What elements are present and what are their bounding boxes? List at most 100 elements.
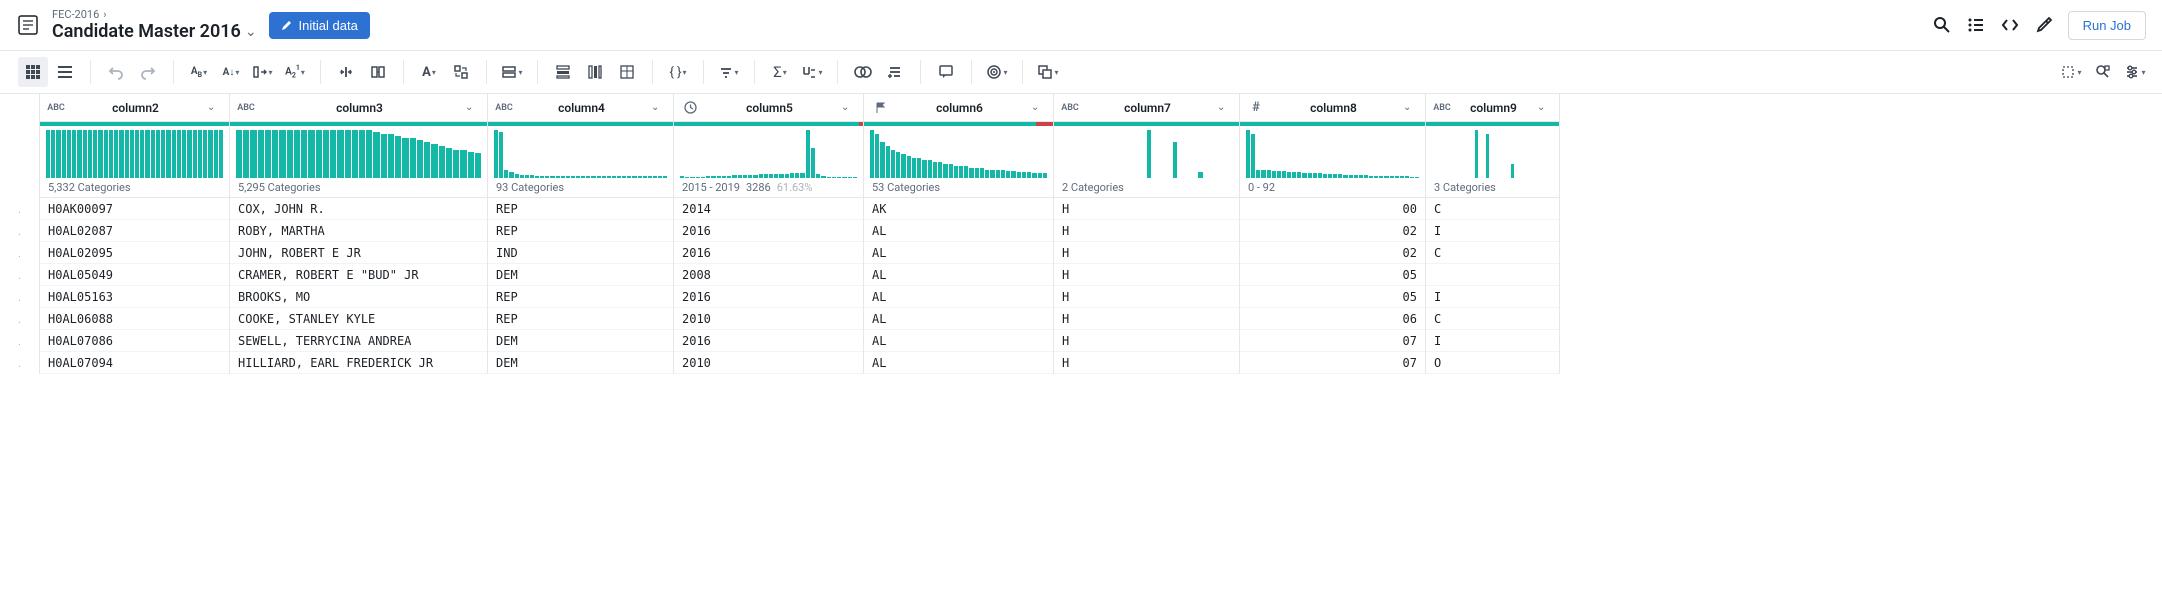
data-cell[interactable]: COOKE, STANLEY KYLE (230, 308, 487, 330)
histogram[interactable] (230, 126, 487, 178)
merge-column-button[interactable] (363, 57, 393, 87)
data-cell[interactable]: DEM (488, 264, 673, 286)
data-cell[interactable]: H0AL05049 (40, 264, 229, 286)
list-view-button[interactable] (50, 57, 80, 87)
delete-button[interactable] (612, 57, 642, 87)
row-marker[interactable]: . (0, 286, 39, 308)
column-header[interactable]: #column8⌄ (1240, 94, 1425, 122)
data-cell[interactable]: DEM (488, 352, 673, 374)
zoom-fit-button[interactable] (2088, 57, 2118, 87)
data-cell[interactable]: H0AL07086 (40, 330, 229, 352)
move-column-button[interactable]: ▾ (248, 57, 278, 87)
eyedropper-icon[interactable] (2034, 15, 2054, 35)
undo-button[interactable] (101, 57, 131, 87)
data-cell[interactable]: C (1426, 308, 1559, 330)
sigma-button[interactable]: Σ▾ (765, 57, 795, 87)
data-cell[interactable]: H (1054, 352, 1239, 374)
data-cell[interactable]: BROOKS, MO (230, 286, 487, 308)
histogram[interactable] (1240, 126, 1425, 178)
insert-row-button[interactable] (548, 57, 578, 87)
braces-button[interactable]: { }▾ (663, 57, 693, 87)
chevron-down-icon[interactable]: ⌄ (1031, 102, 1045, 113)
chevron-down-icon[interactable]: ⌄ (207, 102, 221, 113)
data-cell[interactable]: AL (864, 242, 1053, 264)
chevron-down-icon[interactable]: ⌄ (841, 102, 855, 113)
chevron-down-icon[interactable]: ⌄ (1403, 102, 1417, 113)
data-cell[interactable]: 05 (1240, 286, 1425, 308)
data-cell[interactable]: 02 (1240, 242, 1425, 264)
data-cell[interactable] (1426, 264, 1559, 286)
histogram[interactable] (488, 126, 673, 178)
data-cell[interactable]: H (1054, 286, 1239, 308)
data-cell[interactable]: 2010 (674, 308, 863, 330)
data-cell[interactable]: H (1054, 220, 1239, 242)
data-cell[interactable]: AL (864, 286, 1053, 308)
column-header[interactable]: ABCcolumn2⌄ (40, 94, 229, 122)
filter-button[interactable]: ▾ (714, 57, 744, 87)
row-marker[interactable]: . (0, 198, 39, 220)
grid-view-button[interactable] (18, 57, 48, 87)
data-cell[interactable]: I (1426, 220, 1559, 242)
data-cell[interactable]: H0AL02087 (40, 220, 229, 242)
histogram[interactable] (1426, 126, 1559, 178)
data-cell[interactable]: 00 (1240, 198, 1425, 220)
data-cell[interactable]: HILLIARD, EARL FREDERICK JR (230, 352, 487, 374)
data-cell[interactable]: I (1426, 286, 1559, 308)
fill-button[interactable]: ▾ (497, 57, 527, 87)
format-button[interactable]: A▾ (414, 57, 444, 87)
rename-column-button[interactable]: AB▾ (184, 57, 214, 87)
data-cell[interactable]: AK (864, 198, 1053, 220)
row-marker[interactable]: . (0, 220, 39, 242)
data-cell[interactable]: AL (864, 352, 1053, 374)
data-cell[interactable]: REP (488, 286, 673, 308)
data-cell[interactable]: AL (864, 264, 1053, 286)
data-cell[interactable]: 05 (1240, 264, 1425, 286)
breadcrumb-parent[interactable]: FEC-2016› (52, 8, 257, 21)
data-cell[interactable]: 2016 (674, 286, 863, 308)
data-cell[interactable]: JOHN, ROBERT E JR (230, 242, 487, 264)
join-button[interactable] (848, 57, 878, 87)
data-cell[interactable]: 2016 (674, 242, 863, 264)
pivot-button[interactable]: ▾ (797, 57, 827, 87)
data-cell[interactable]: H0AK00097 (40, 198, 229, 220)
histogram[interactable] (40, 126, 229, 178)
comment-button[interactable] (931, 57, 961, 87)
column-header[interactable]: ABCcolumn7⌄ (1054, 94, 1239, 122)
column-header[interactable]: ABCcolumn4⌄ (488, 94, 673, 122)
data-cell[interactable]: DEM (488, 330, 673, 352)
search-icon[interactable] (1932, 15, 1952, 35)
data-cell[interactable]: AL (864, 330, 1053, 352)
target-button[interactable]: ▾ (982, 57, 1012, 87)
type-button[interactable]: A21▾ (280, 57, 310, 87)
redo-button[interactable] (133, 57, 163, 87)
data-cell[interactable]: 2010 (674, 352, 863, 374)
data-cell[interactable]: 2016 (674, 220, 863, 242)
column-header[interactable]: ABCcolumn3⌄ (230, 94, 487, 122)
data-cell[interactable]: 07 (1240, 330, 1425, 352)
code-icon[interactable] (2000, 15, 2020, 35)
data-cell[interactable]: REP (488, 198, 673, 220)
data-cell[interactable]: 06 (1240, 308, 1425, 330)
list-icon[interactable] (1966, 15, 1986, 35)
data-cell[interactable]: 02 (1240, 220, 1425, 242)
column-header[interactable]: column5⌄ (674, 94, 863, 122)
data-cell[interactable]: H0AL05163 (40, 286, 229, 308)
row-marker[interactable]: . (0, 330, 39, 352)
data-cell[interactable]: CRAMER, ROBERT E "BUD" JR (230, 264, 487, 286)
data-cell[interactable]: REP (488, 220, 673, 242)
data-cell[interactable]: AL (864, 220, 1053, 242)
histogram[interactable] (674, 126, 863, 178)
append-button[interactable] (880, 57, 910, 87)
select-cells-button[interactable]: ▾ (2056, 57, 2086, 87)
run-job-button[interactable]: Run Job (2068, 11, 2146, 40)
initial-data-button[interactable]: Initial data (269, 12, 370, 39)
data-cell[interactable]: 2016 (674, 330, 863, 352)
data-cell[interactable]: H (1054, 330, 1239, 352)
data-cell[interactable]: 2014 (674, 198, 863, 220)
chevron-down-icon[interactable]: ⌄ (651, 102, 665, 113)
data-cell[interactable]: H0AL07094 (40, 352, 229, 374)
column-header[interactable]: column6⌄ (864, 94, 1053, 122)
histogram[interactable] (1054, 126, 1239, 178)
data-cell[interactable]: O (1426, 352, 1559, 374)
settings-button[interactable]: ▾ (2120, 57, 2150, 87)
